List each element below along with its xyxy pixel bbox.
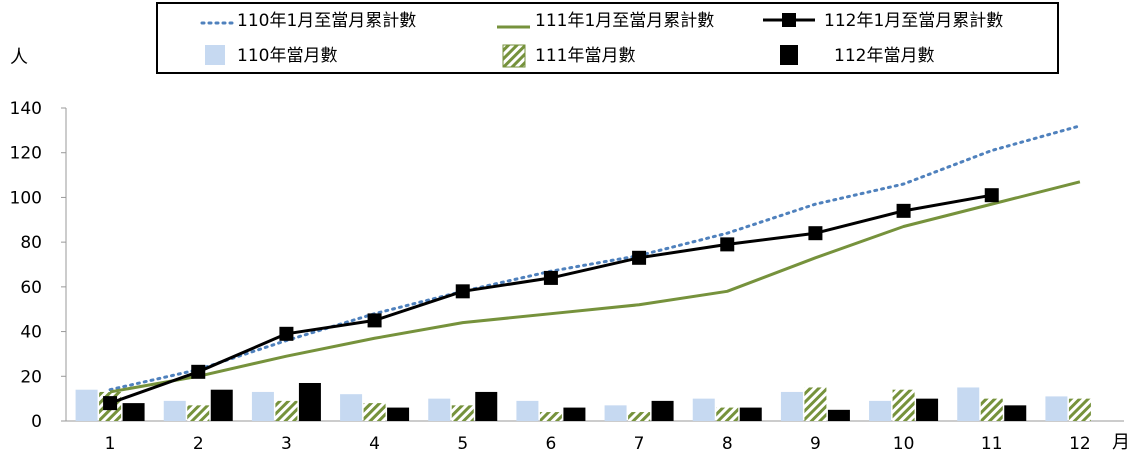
bar-112年當月數-7: [651, 400, 674, 421]
bar-111年當月數-10: [892, 389, 915, 421]
bar-112年當月數-5: [475, 391, 498, 421]
x-axis-unit-label: 月: [1112, 432, 1130, 453]
bar-110年當月數-6: [516, 400, 539, 421]
y-tick-label: 40: [20, 323, 42, 343]
legend-entry-bar-112: 112年當月數: [780, 45, 934, 66]
y-tick-label: 120: [10, 144, 42, 164]
y-tick-label: 80: [20, 233, 42, 253]
bar-111年當月數-3: [275, 400, 298, 421]
marker-112年1月至當月累計數-2: [191, 364, 206, 379]
x-tick-label: 5: [457, 434, 468, 454]
x-axis: 1 2 3 4 5 6 7 8 9 10 11 12: [66, 420, 1124, 454]
bar-112年當月數-8: [739, 407, 762, 421]
x-tick-label: 2: [193, 434, 204, 454]
legend-swatch-bar-111: [502, 44, 526, 68]
bar-111年當月數-2: [187, 405, 210, 421]
x-tick-label: 11: [981, 434, 1003, 454]
y-axis-unit-label: 人: [10, 47, 28, 68]
x-tick-label: 12: [1069, 434, 1091, 454]
bar-110年當月數-11: [957, 387, 980, 421]
x-tick-label: 6: [546, 434, 557, 454]
marker-112年1月至當月累計數-4: [367, 313, 382, 328]
y-tick-label: 0: [31, 412, 42, 432]
x-tick-label: 1: [105, 434, 116, 454]
bar-111年當月數-5: [451, 405, 474, 421]
legend-swatch-bar-110: [205, 45, 225, 65]
bar-110年當月數-8: [692, 398, 715, 421]
legend-label-bar-110: 110年當月數: [237, 46, 337, 66]
bar-111年當月數-12: [1068, 398, 1091, 421]
marker-112年1月至當月累計數-9: [808, 226, 823, 241]
bar-110年當月數-12: [1045, 396, 1068, 421]
marker-112年1月至當月累計數-3: [279, 326, 294, 341]
marker-112年1月至當月累計數-10: [896, 203, 911, 218]
bar-110年當月數-4: [340, 394, 363, 421]
marker-112年1月至當月累計數-11: [984, 188, 999, 203]
bar-112年當月數-9: [827, 409, 850, 421]
x-tick-label: 3: [281, 434, 292, 454]
legend-entry-line-110: 110年1月至當月累計數: [200, 11, 416, 31]
x-tick-label: 7: [634, 434, 645, 454]
x-tick-label: 9: [810, 434, 821, 454]
bar-111年當月數-9: [804, 387, 827, 421]
bar-110年當月數-2: [163, 400, 186, 421]
marker-112年1月至當月累計數-8: [720, 237, 735, 252]
legend-entry-line-111: 111年1月至當月累計數: [497, 11, 714, 31]
y-tick-label: 100: [10, 188, 42, 208]
line-series-group: [103, 124, 1082, 411]
legend-entry-bar-111: 111年當月數: [502, 44, 635, 68]
bar-112年當月數-11: [1004, 405, 1027, 421]
marker-112年1月至當月累計數-5: [455, 284, 470, 299]
legend-label-bar-112: 112年當月數: [834, 46, 934, 66]
x-tick-label: 10: [893, 434, 915, 454]
bar-110年當月數-7: [604, 405, 627, 421]
bar-110年當月數-9: [780, 391, 803, 421]
bar-112年當月數-1: [122, 403, 145, 421]
bar-112年當月數-6: [563, 407, 586, 421]
y-tick-label: 20: [20, 367, 42, 387]
marker-112年1月至當月累計數-7: [632, 250, 647, 265]
legend-label-line-111: 111年1月至當月累計數: [535, 11, 714, 31]
line-111年1月至當月累計數: [109, 180, 1081, 394]
legend-swatch-marker-112: [782, 13, 796, 27]
bar-112年當月數-2: [210, 389, 233, 421]
legend-box: [156, 2, 1059, 74]
line-110年1月至當月累計數: [108, 124, 1082, 392]
legend: 110年1月至當月累計數 111年1月至當月累計數 112年1月至當月累計數 1…: [156, 2, 1059, 74]
marker-112年1月至當月累計數-1: [103, 396, 118, 411]
bar-111年當月數-7: [628, 412, 651, 421]
y-axis: 0 20 40 60 80 100 120 140: [10, 99, 67, 432]
legend-entry-bar-110: 110年當月數: [205, 45, 337, 66]
y-tick-label: 140: [10, 99, 42, 119]
x-tick-label: 8: [722, 434, 733, 454]
bar-110年當月數-10: [869, 400, 892, 421]
bar-110年當月數-3: [251, 391, 274, 421]
legend-swatch-bar-112: [780, 45, 798, 65]
legend-label-line-110: 110年1月至當月累計數: [237, 11, 416, 31]
bar-112年當月數-10: [916, 398, 939, 421]
x-tick-label: 4: [369, 434, 380, 454]
bar-111年當月數-6: [539, 412, 562, 421]
legend-entry-line-112: 112年1月至當月累計數: [763, 11, 1003, 31]
bar-110年當月數-1: [75, 389, 98, 421]
legend-label-line-112: 112年1月至當月累計數: [824, 11, 1003, 31]
marker-112年1月至當月累計數-6: [543, 270, 558, 285]
bar-111年當月數-11: [980, 398, 1003, 421]
bar-111年當月數-8: [716, 407, 739, 421]
bar-110年當月數-5: [428, 398, 451, 421]
bar-111年當月數-4: [363, 403, 386, 421]
bar-112年當月數-4: [387, 407, 410, 421]
line-112年1月至當月累計數: [109, 193, 993, 405]
bar-series-group: [75, 382, 1091, 421]
y-tick-label: 60: [20, 278, 42, 298]
legend-label-bar-111: 111年當月數: [535, 46, 635, 66]
bar-112年當月數-3: [298, 382, 321, 421]
